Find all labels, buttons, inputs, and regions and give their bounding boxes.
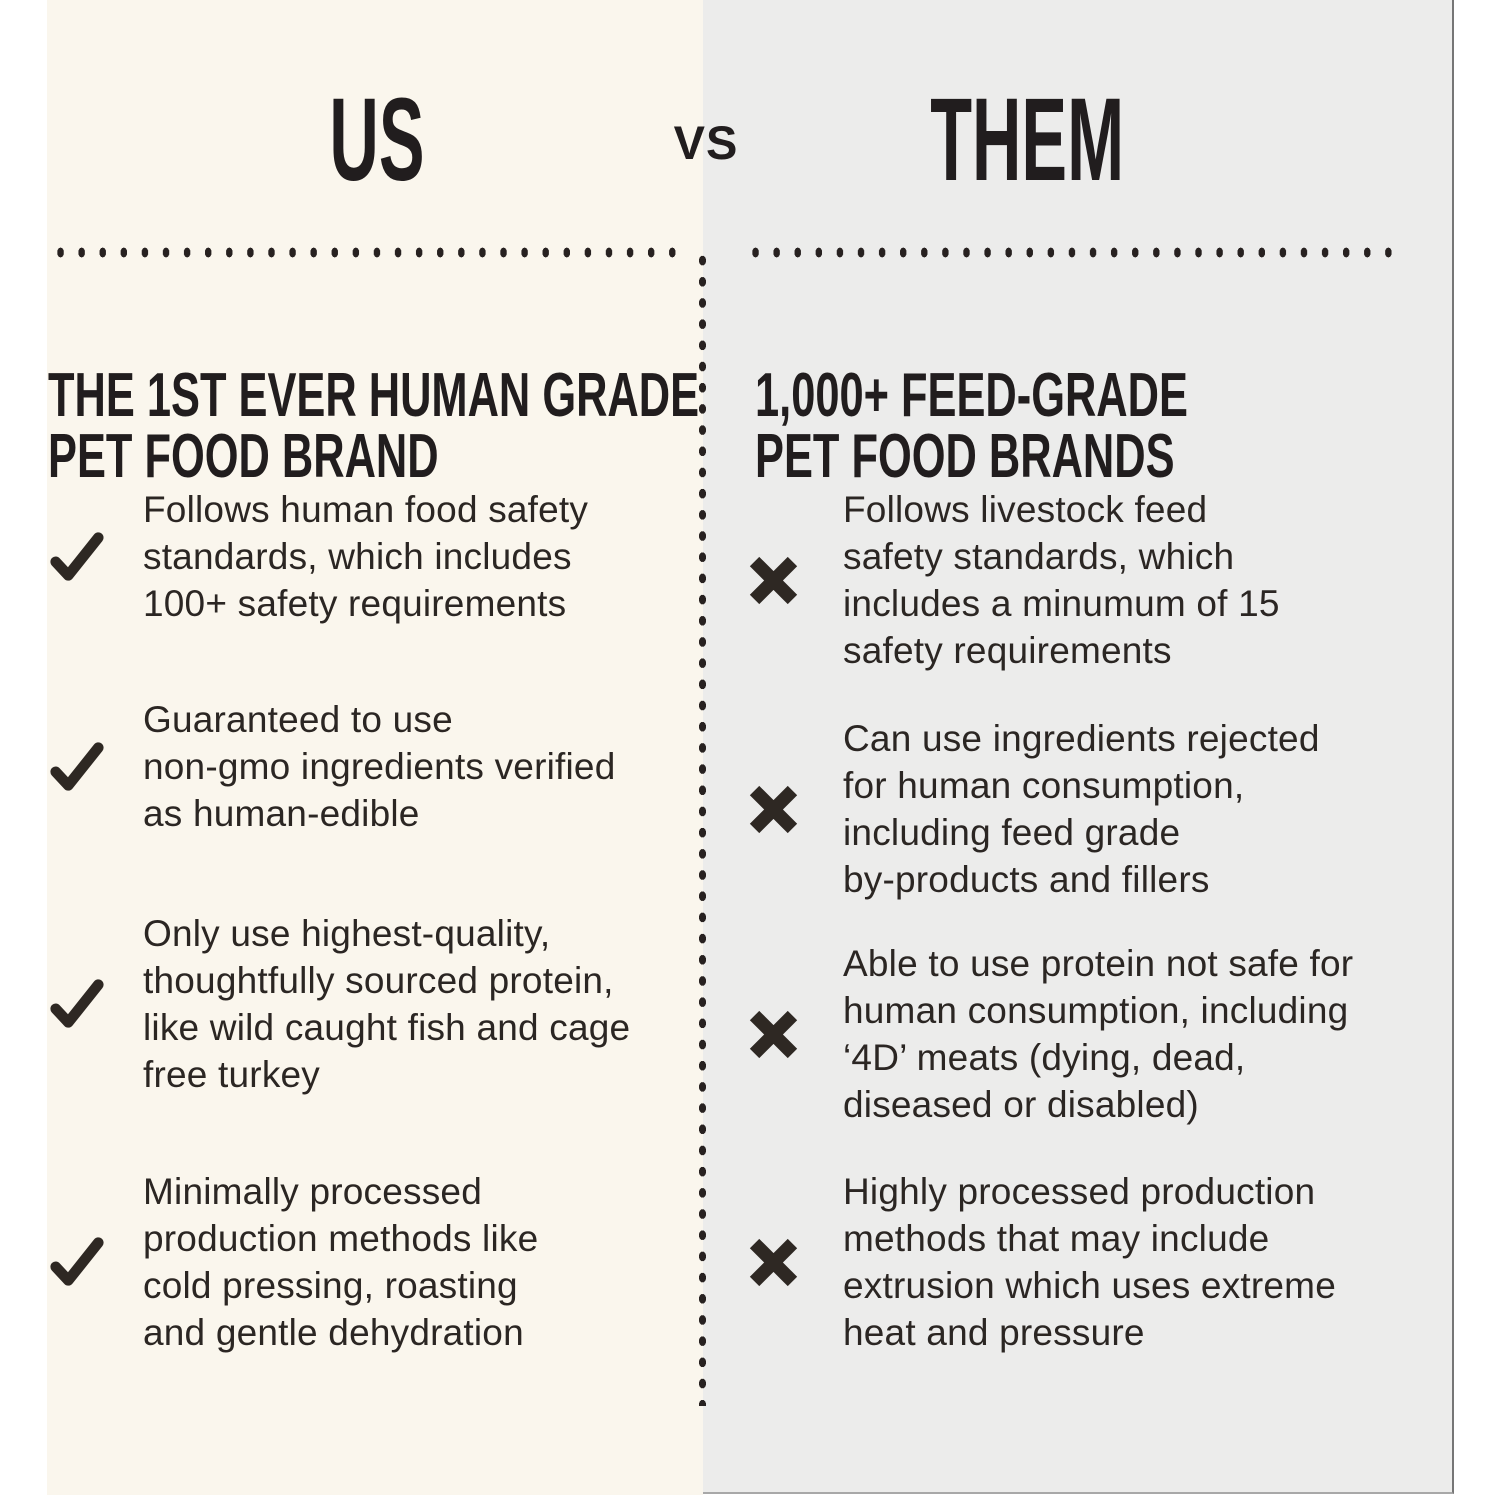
x-icon xyxy=(745,1006,843,1063)
list-item: Highly processed production methods that… xyxy=(745,1168,1336,1356)
x-icon xyxy=(745,1234,843,1291)
check-icon xyxy=(48,1233,143,1291)
vertical-dotted-divider xyxy=(696,250,709,1406)
list-item-text: Can use ingredients rejected for human c… xyxy=(843,718,1320,900)
us-title: US xyxy=(329,74,425,206)
check-icon xyxy=(48,738,143,796)
vs-label: VS xyxy=(673,116,739,169)
them-subtitle: 1,000+ FEED-GRADE PET FOOD BRANDS xyxy=(755,361,1188,491)
them-title: THEM xyxy=(930,74,1124,206)
list-item: Minimally processed production methods l… xyxy=(48,1168,538,1356)
list-item: Able to use protein not safe for human c… xyxy=(745,940,1353,1128)
right-dotted-divider xyxy=(745,246,1406,259)
check-icon xyxy=(48,975,143,1033)
x-icon xyxy=(745,552,843,609)
left-dotted-divider xyxy=(50,246,683,259)
x-icon xyxy=(745,781,843,838)
list-item: Follows livestock feed safety standards,… xyxy=(745,486,1280,674)
list-item-text: Follows human food safety standards, whi… xyxy=(143,489,589,624)
list-item-text: Only use highest-quality, thoughtfully s… xyxy=(143,913,631,1095)
list-item: Follows human food safety standards, whi… xyxy=(48,486,588,627)
list-item: Can use ingredients rejected for human c… xyxy=(745,715,1320,903)
list-item-text: Able to use protein not safe for human c… xyxy=(843,943,1354,1125)
us-subtitle: THE 1ST EVER HUMAN GRADE PET FOOD BRAND xyxy=(48,361,700,491)
list-item-text: Follows livestock feed safety standards,… xyxy=(843,489,1280,671)
list-item-text: Minimally processed production methods l… xyxy=(143,1171,539,1353)
list-item-text: Guaranteed to use non-gmo ingredients ve… xyxy=(143,699,616,834)
list-item-text: Highly processed production methods that… xyxy=(843,1171,1336,1353)
list-item: Only use highest-quality, thoughtfully s… xyxy=(48,910,630,1098)
list-item: Guaranteed to use non-gmo ingredients ve… xyxy=(48,696,615,837)
check-icon xyxy=(48,528,143,586)
